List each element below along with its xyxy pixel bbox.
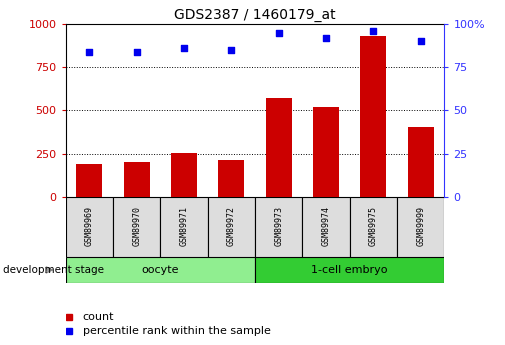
Text: development stage: development stage (3, 265, 104, 275)
Text: GSM89972: GSM89972 (227, 206, 236, 246)
Title: GDS2387 / 1460179_at: GDS2387 / 1460179_at (174, 8, 336, 22)
Bar (66, 197, 113, 257)
Bar (313, 107, 339, 197)
Text: GSM89969: GSM89969 (85, 206, 94, 246)
Bar (266, 98, 292, 197)
Bar (255, 197, 302, 257)
Point (180, 46, 188, 51)
Bar (161, 197, 208, 257)
Bar (66, 257, 255, 283)
Text: GSM89970: GSM89970 (132, 206, 141, 246)
Bar (255, 257, 444, 283)
Bar (76, 164, 103, 197)
Bar (361, 36, 386, 197)
Bar (218, 159, 244, 197)
Text: GSM89973: GSM89973 (274, 206, 283, 246)
Bar (349, 197, 397, 257)
Text: 1-cell embryo: 1-cell embryo (312, 265, 388, 275)
Point (322, 35, 330, 41)
Point (85, 49, 93, 55)
Text: GSM89971: GSM89971 (179, 206, 188, 246)
Text: count: count (83, 312, 114, 322)
Bar (124, 162, 149, 197)
Bar (397, 197, 444, 257)
Bar (208, 197, 255, 257)
Text: oocyte: oocyte (141, 265, 179, 275)
Point (275, 30, 283, 36)
Point (227, 47, 235, 53)
Bar (302, 197, 349, 257)
Bar (408, 127, 434, 197)
Point (417, 39, 425, 44)
Bar (113, 197, 161, 257)
Text: GSM89975: GSM89975 (369, 206, 378, 246)
Text: percentile rank within the sample: percentile rank within the sample (83, 326, 271, 336)
Bar (171, 152, 197, 197)
Point (133, 49, 141, 55)
Point (369, 28, 377, 34)
Text: GSM89974: GSM89974 (322, 206, 331, 246)
Text: GSM89999: GSM89999 (416, 206, 425, 246)
